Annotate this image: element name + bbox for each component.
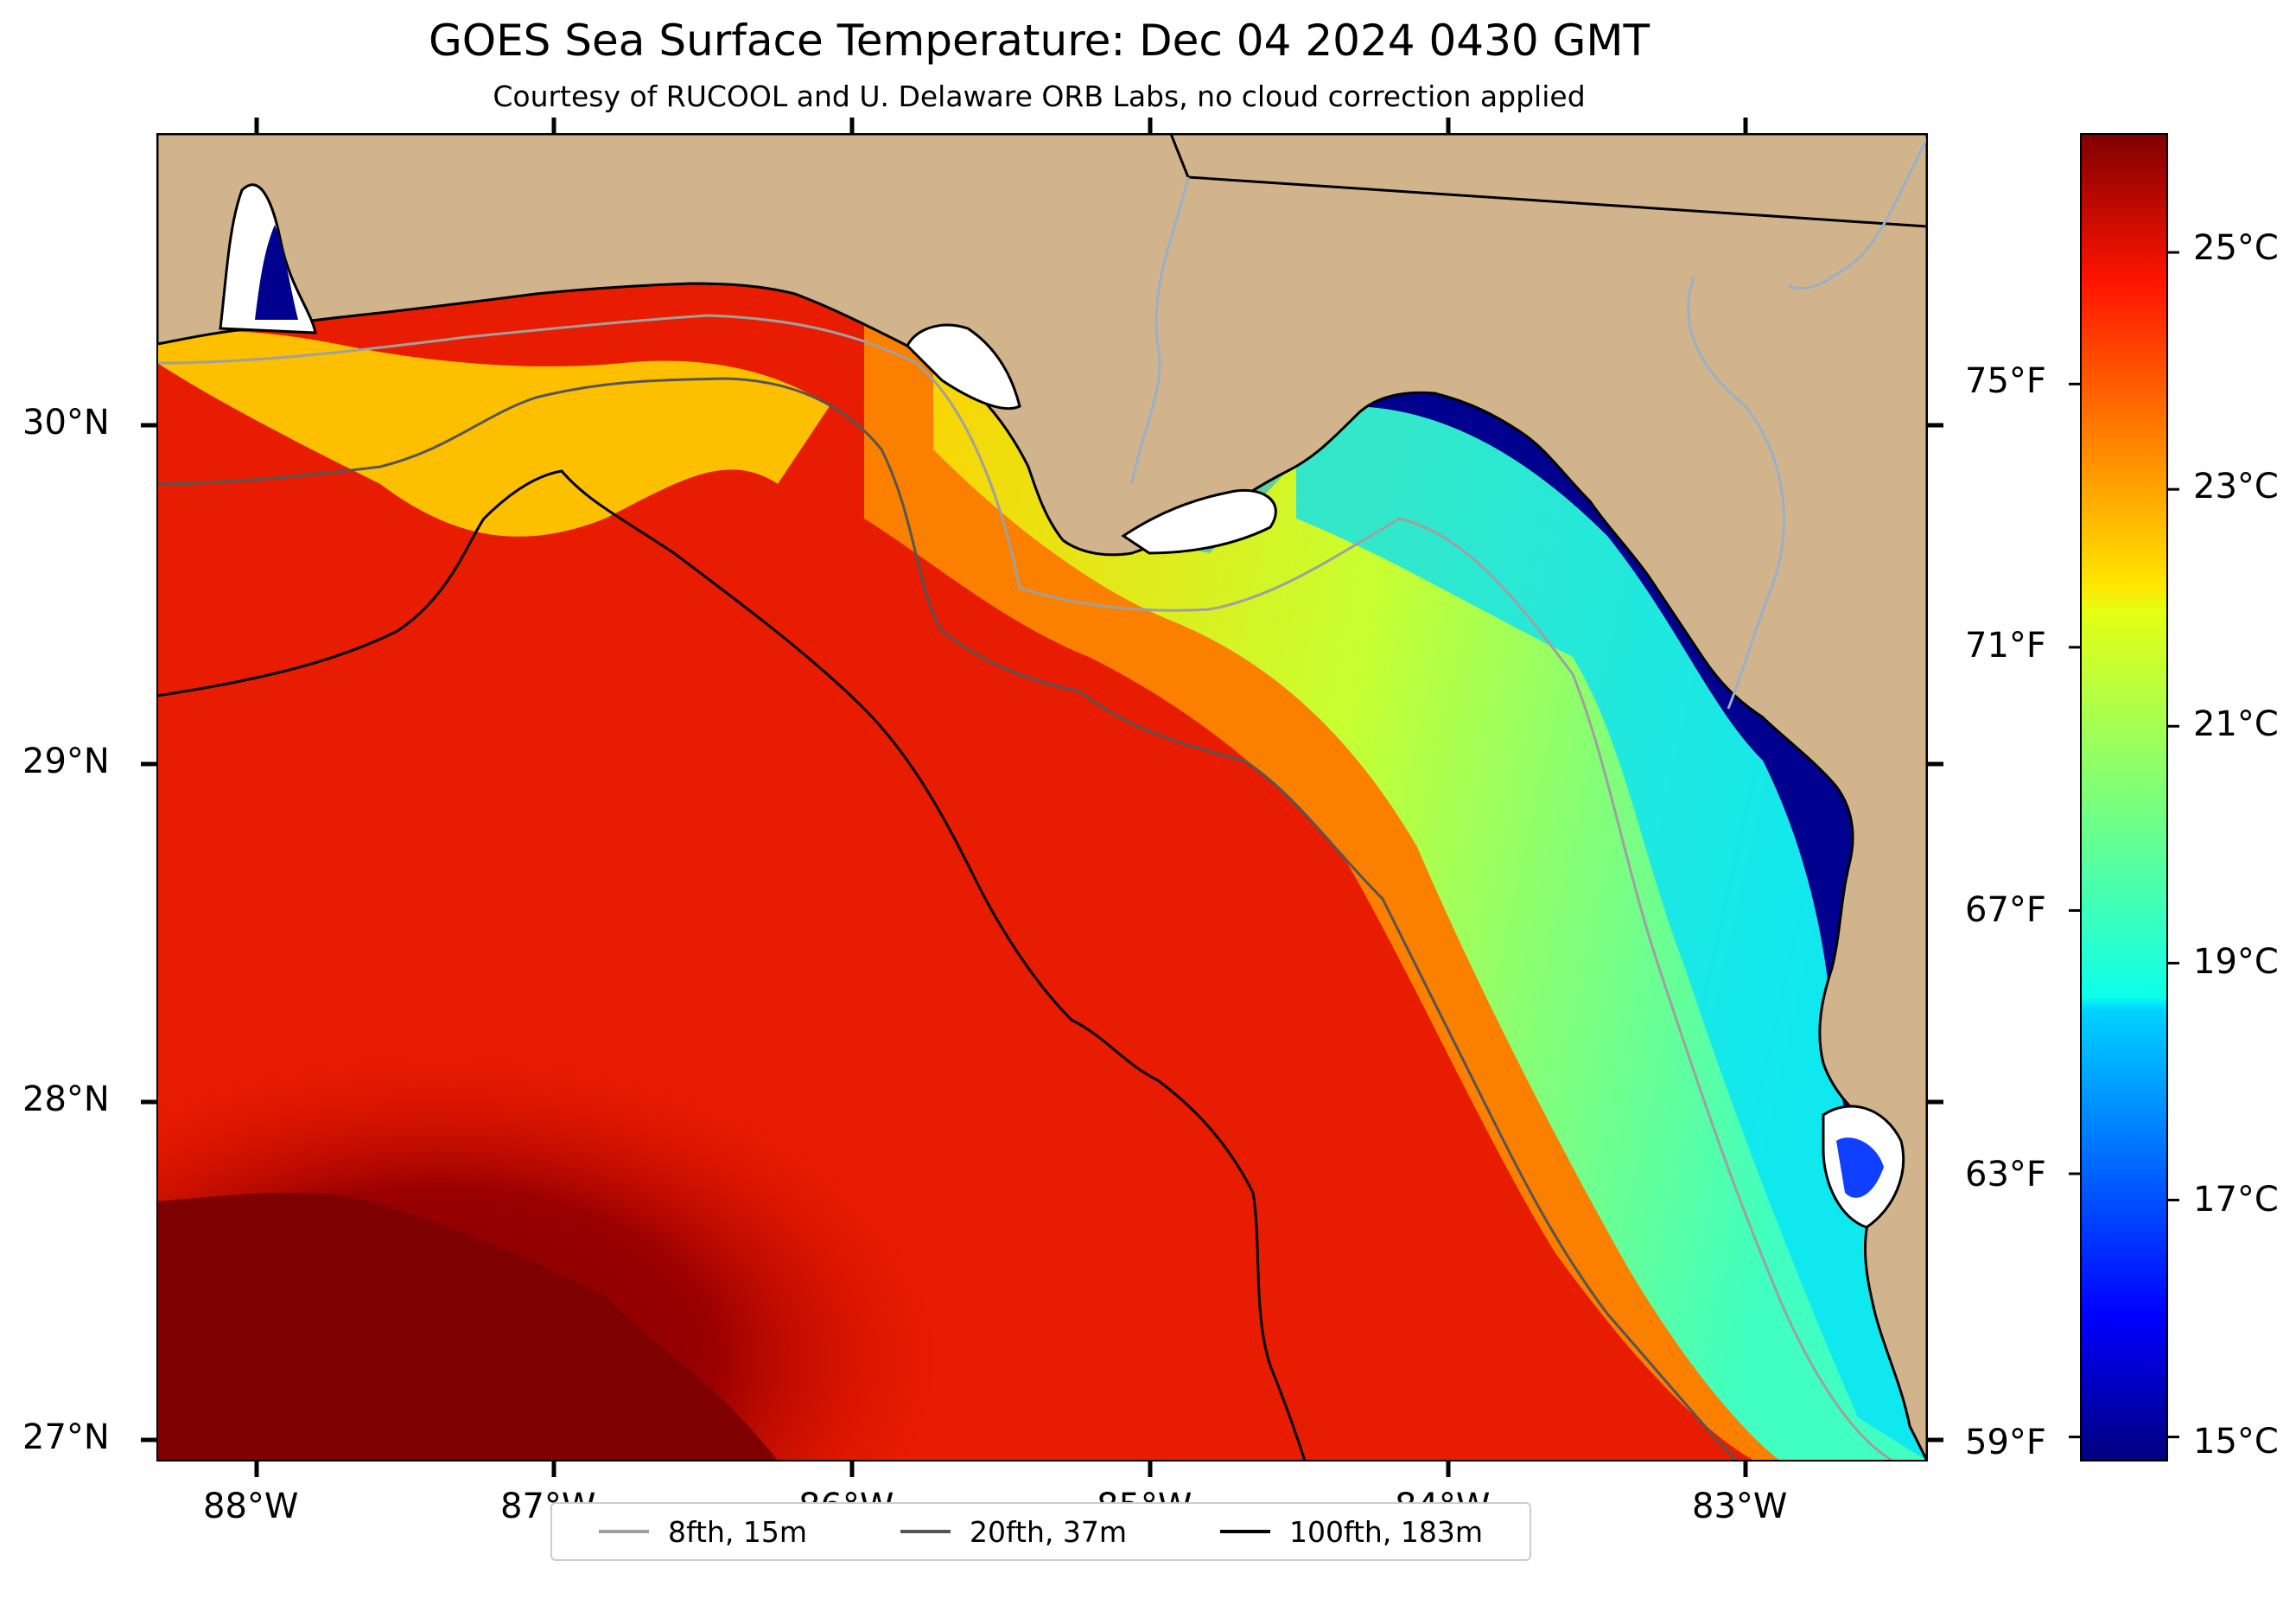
legend-item-100fth: 100fth, 183m bbox=[1219, 1514, 1483, 1549]
river bbox=[1687, 276, 1785, 710]
apalachee-bay bbox=[1121, 488, 1277, 555]
contour-20fth bbox=[157, 377, 1739, 1461]
celsius-label-15: 15°C bbox=[2193, 1422, 2279, 1462]
celsius-label-17: 17°C bbox=[2193, 1180, 2279, 1220]
fahrenheit-label-59: 59°F bbox=[1965, 1423, 2046, 1462]
map-title: GOES Sea Surface Temperature: Dec 04 202… bbox=[428, 16, 1650, 66]
fahrenheit-label-71: 71°F bbox=[1965, 626, 2046, 666]
warmest-water-patch bbox=[157, 1193, 778, 1461]
celsius-label-25: 25°C bbox=[2193, 228, 2279, 268]
map-area bbox=[157, 134, 1927, 1461]
lon-label-83w: 83°W bbox=[1692, 1487, 1788, 1526]
legend-label-20fth: 20fth, 37m bbox=[969, 1514, 1127, 1549]
fahrenheit-label-75: 75°F bbox=[1965, 361, 2046, 401]
river bbox=[1788, 137, 1927, 290]
fahrenheit-ticks bbox=[2069, 382, 2081, 1439]
legend-line-8fth bbox=[598, 1530, 649, 1533]
state-border bbox=[1187, 175, 1927, 228]
legend-line-20fth bbox=[900, 1530, 951, 1533]
lon-label-88w: 88°W bbox=[203, 1487, 299, 1526]
celsius-label-23: 23°C bbox=[2193, 467, 2279, 506]
tampa-bay-water bbox=[1836, 1137, 1884, 1198]
contour-8fth bbox=[157, 314, 1893, 1461]
bathymetry-contours bbox=[157, 314, 1893, 1461]
land-mass bbox=[157, 134, 1927, 1461]
bathymetry-legend: 8fth, 15m 20fth, 37m 100fth, 183m bbox=[550, 1502, 1531, 1561]
celsius-label-19: 19°C bbox=[2193, 942, 2279, 982]
colorbar-ticks bbox=[2167, 251, 2179, 1439]
legend-label-8fth: 8fth, 15m bbox=[667, 1514, 807, 1549]
lat-label-28n: 28°N bbox=[22, 1079, 110, 1119]
state-border-west bbox=[1169, 134, 1190, 178]
legend-line-100fth bbox=[1219, 1530, 1270, 1533]
lat-label-29n: 29°N bbox=[22, 742, 110, 781]
legend-item-20fth: 20fth, 37m bbox=[900, 1515, 1127, 1549]
major-ticks bbox=[141, 118, 1943, 1477]
map-subtitle: Courtesy of RUCOOL and U. Delaware ORB L… bbox=[493, 80, 1586, 113]
legend-item-8fth: 8fth, 15m bbox=[598, 1514, 807, 1549]
contour-100fth bbox=[157, 469, 1307, 1461]
fahrenheit-label-67: 67°F bbox=[1965, 890, 2046, 930]
yellow-eddy-water bbox=[157, 331, 830, 537]
river bbox=[1130, 176, 1190, 485]
legend-label-100fth: 100fth, 183m bbox=[1288, 1514, 1483, 1549]
fahrenheit-label-63: 63°F bbox=[1965, 1155, 2046, 1194]
map-frame bbox=[156, 133, 1928, 1462]
lat-label-27n: 27°N bbox=[22, 1417, 110, 1457]
mobile-bay-water bbox=[255, 225, 298, 320]
celsius-label-21: 21°C bbox=[2193, 704, 2279, 744]
apalachicola-bay bbox=[906, 323, 1021, 411]
colorbar bbox=[2080, 133, 2168, 1462]
lat-label-30n: 30°N bbox=[22, 403, 110, 443]
